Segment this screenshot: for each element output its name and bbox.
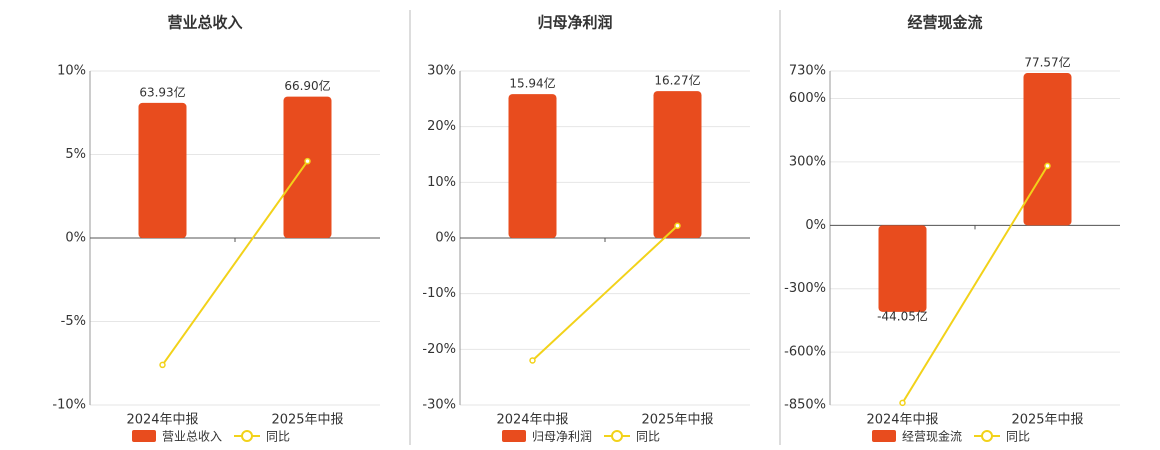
x-tick-label: 2024年中报 (496, 413, 568, 428)
x-tick-label: 2024年中报 (866, 413, 938, 428)
legend-label: 同比 (636, 430, 660, 444)
legend-label: 营业总收入 (162, 430, 222, 444)
y-tick-label: -20% (422, 342, 456, 357)
x-tick-label: 2025年中报 (1011, 413, 1083, 428)
line-point (674, 222, 681, 230)
y-tick-label: 30% (427, 64, 456, 79)
value-label: 77.57亿 (1024, 55, 1070, 70)
chart-title: 营业总收入 (167, 14, 242, 32)
y-tick-label: 10% (57, 64, 86, 79)
y-tick-label: 300% (789, 154, 826, 169)
y-tick-label: 0% (65, 231, 86, 246)
legend-marker (981, 430, 993, 442)
y-tick-label: -10% (422, 286, 456, 301)
value-label: -44.05亿 (877, 308, 928, 323)
line (531, 225, 679, 362)
x-tick-label: 2024年中报 (126, 413, 198, 428)
line-point (159, 361, 166, 369)
legend-swatch (132, 430, 156, 442)
y-tick-label: 600% (789, 91, 826, 106)
bar (878, 225, 927, 312)
line (161, 160, 309, 366)
y-tick-label: 0% (805, 218, 826, 233)
y-tick-label: 10% (427, 175, 456, 190)
value-label: 15.94亿 (509, 76, 555, 91)
y-tick-label: 730% (789, 64, 826, 79)
legend-marker (241, 430, 253, 442)
chart-title: 经营现金流 (907, 14, 982, 32)
line-point (304, 157, 311, 165)
bar (653, 91, 702, 238)
legend-label: 同比 (266, 430, 290, 444)
bar (508, 94, 557, 238)
legend-label: 经营现金流 (902, 429, 962, 444)
y-tick-label: -5% (61, 314, 86, 329)
y-tick-label: -850% (784, 398, 826, 413)
legend-swatch (502, 430, 526, 442)
y-tick-label: 0% (435, 231, 456, 246)
line-point (529, 357, 536, 364)
bar (283, 96, 332, 238)
value-label: 63.93亿 (139, 84, 185, 99)
legend-label: 同比 (1006, 430, 1030, 444)
value-label: 66.90亿 (284, 78, 330, 93)
y-tick-label: 5% (65, 147, 86, 162)
line-point (1044, 162, 1051, 170)
line-point (899, 399, 906, 407)
y-tick-label: 20% (427, 119, 456, 134)
bar (1023, 73, 1072, 226)
legend-marker (611, 430, 623, 442)
legend-swatch (872, 430, 896, 442)
legend-label: 归母净利润 (532, 430, 592, 444)
y-tick-label: -10% (52, 398, 86, 413)
y-tick-label: -300% (784, 281, 826, 296)
chart-title: 归母净利润 (537, 14, 612, 32)
bar (138, 102, 187, 238)
y-tick-label: -30% (422, 398, 456, 413)
x-tick-label: 2025年中报 (641, 413, 713, 428)
x-tick-label: 2025年中报 (271, 413, 343, 428)
value-label: 16.27亿 (654, 73, 700, 88)
line (901, 165, 1049, 404)
y-tick-label: -600% (784, 345, 826, 360)
